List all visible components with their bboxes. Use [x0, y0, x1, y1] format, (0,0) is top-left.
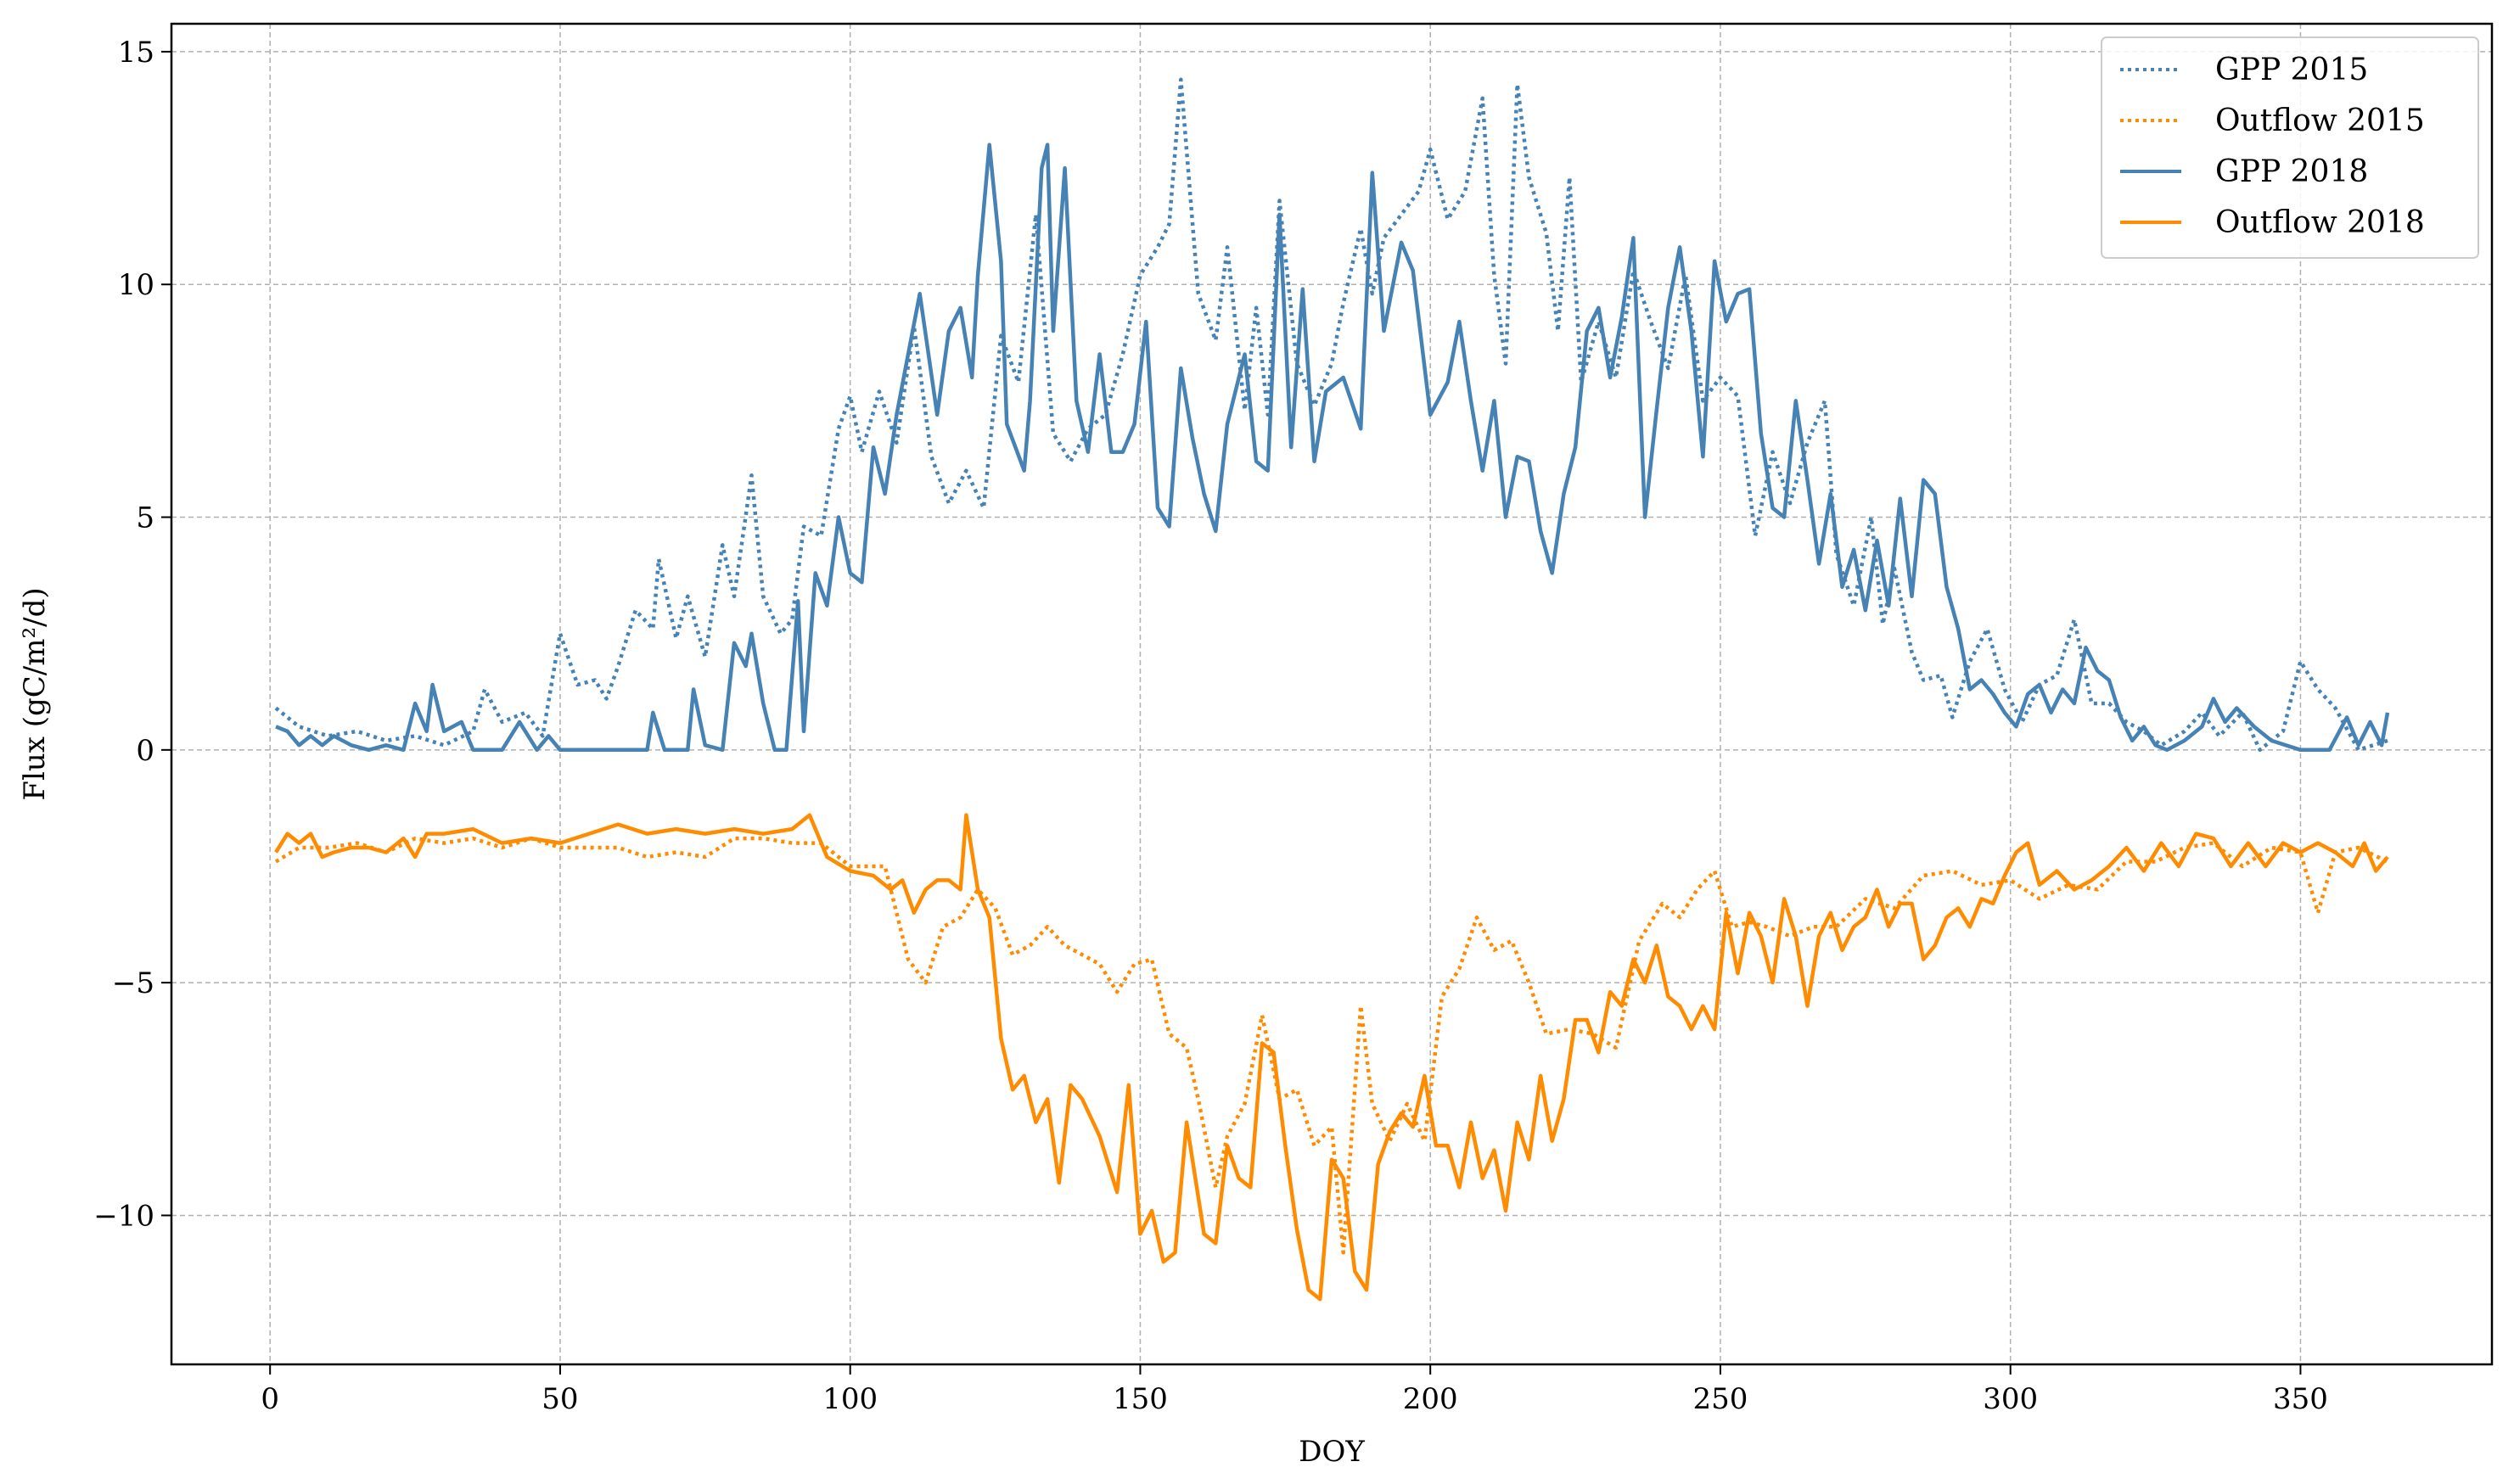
series-line-gpp-2018: [275, 143, 2390, 753]
y-axis-label: Flux (gC/m²/d): [18, 587, 52, 800]
x-axis-label: DOY: [1299, 1435, 1365, 1469]
series-line-gpp-2015: [274, 77, 2388, 753]
legend-label-outflow-2018: Outflow 2018: [2215, 205, 2425, 240]
x-tick-label: 150: [1113, 1382, 1168, 1416]
x-tick-label: 0: [261, 1382, 279, 1416]
plot-frame: [170, 22, 2494, 1366]
y-tick-label: −10: [93, 1199, 154, 1233]
series-layer: [274, 77, 2390, 1302]
legend-box: [2101, 36, 2479, 259]
legend: GPP 2015 Outflow 2015 GPP 2018 Outflow 2…: [2101, 36, 2479, 259]
y-tick-label: 15: [118, 36, 154, 70]
y-tick-label: −5: [112, 966, 154, 1000]
x-tick-label: 200: [1403, 1382, 1458, 1416]
legend-label-outflow-2015: Outflow 2015: [2215, 104, 2425, 138]
legend-label-gpp-2015: GPP 2015: [2215, 53, 2368, 87]
x-tick-label: 350: [2273, 1382, 2328, 1416]
series-line-outflow-2015: [274, 836, 2388, 1255]
series-line-outflow-2018: [274, 813, 2389, 1302]
y-tick-label: 5: [136, 501, 154, 535]
x-tick-label: 50: [542, 1382, 578, 1416]
x-tick-label: 250: [1692, 1382, 1748, 1416]
y-tick-label: 0: [136, 734, 154, 768]
legend-label-gpp-2018: GPP 2018: [2215, 154, 2368, 189]
x-tick-label: 300: [1983, 1382, 2038, 1416]
x-tick-label: 100: [822, 1382, 878, 1416]
axis-ticks: 0 50 100 150 200 250 300 350 −10 −5 0 5 10 15: [93, 36, 2328, 1416]
y-tick-label: 10: [118, 268, 154, 302]
